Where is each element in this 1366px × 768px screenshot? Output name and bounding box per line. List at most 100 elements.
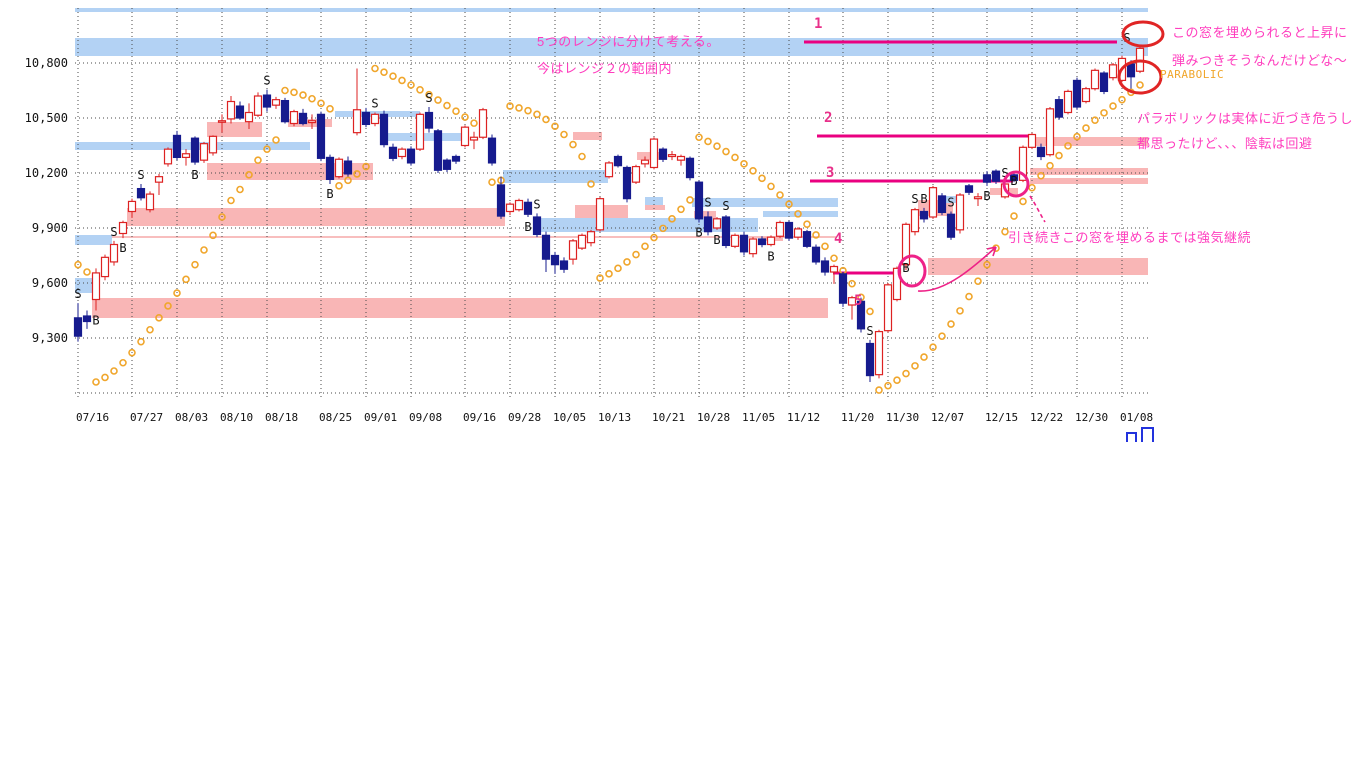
parabolic-sar-dot <box>911 362 919 370</box>
signal-marker-B: B <box>920 192 927 206</box>
bull-candle <box>181 153 191 159</box>
y-axis-label: 9,600 <box>32 276 68 290</box>
parabolic-sar-dot <box>767 182 775 191</box>
curve-arrowhead <box>986 246 997 257</box>
bull-candle <box>667 154 677 158</box>
signal-marker-B: B <box>524 220 531 234</box>
parabolic-sar-dot <box>677 205 685 214</box>
bear-candle <box>1126 63 1136 78</box>
x-axis-label: 12/22 <box>1030 411 1063 424</box>
parabolic-sar-dot <box>641 242 649 251</box>
window-large-rect <box>1141 427 1154 442</box>
parabolic-sar-dot <box>695 133 703 142</box>
parabolic-sar-dot <box>443 101 451 110</box>
parabolic-sar-dot <box>434 96 442 104</box>
bull-candle <box>271 99 281 106</box>
parabolic-sar-dot <box>380 68 388 76</box>
bear-candle <box>622 166 632 200</box>
parabolic-sar-dot <box>938 332 946 340</box>
signal-marker-S: S <box>1001 166 1008 180</box>
parabolic-sar-dot <box>299 91 307 99</box>
x-axis-label: 11/12 <box>787 411 820 424</box>
parabolic-sar-dot <box>569 140 577 149</box>
bull-candle <box>145 193 155 211</box>
parabolic-sar-dot <box>542 115 550 124</box>
bear-candle <box>262 94 272 108</box>
bull-candle <box>1108 64 1118 79</box>
parabolic-sar-dot <box>1136 81 1144 89</box>
pink-window-band <box>928 258 1148 275</box>
bear-candle <box>694 181 704 220</box>
pink-window-band <box>1030 137 1148 146</box>
window-note-line2: 弾みつきそうなんだけどな～ <box>1172 53 1348 68</box>
parabolic-sar-dot <box>1055 151 1063 160</box>
x-axis-label: 12/15 <box>985 411 1018 424</box>
bull-candle <box>901 223 911 266</box>
window-small-rect <box>1126 432 1137 442</box>
bear-candle <box>136 187 146 199</box>
parabolic-sar-dot <box>785 200 793 208</box>
parabolic-sar-dot <box>803 220 811 228</box>
parabolic-note-line1: パラボリックは実体に近づき危うし <box>1137 111 1354 126</box>
bull-candle <box>955 194 965 231</box>
bull-candle <box>154 176 164 183</box>
pink-window-band <box>1030 168 1148 175</box>
continue-note: 引き続きこの窓を埋めるまでは強気継続 <box>1008 230 1252 245</box>
parabolic-sar-dot <box>524 106 532 115</box>
y-axis-label: 9,300 <box>32 331 68 345</box>
bull-candle <box>334 158 344 178</box>
signal-marker-B: B <box>767 249 774 263</box>
bull-candle <box>712 218 722 229</box>
parabolic-sar-dot <box>1019 197 1027 206</box>
bear-candle <box>559 260 569 270</box>
signal-marker-S: S <box>263 74 270 88</box>
parabolic-sar-dot <box>119 358 127 367</box>
parabolic-sar-dot <box>902 369 910 378</box>
parabolic-sar-dot <box>92 378 100 386</box>
parabolic-sar-dot <box>794 210 802 218</box>
parabolic-sar-dot <box>290 88 298 97</box>
parabolic-sar-dot <box>344 176 352 185</box>
bull-candle <box>775 221 785 237</box>
bear-candle <box>1099 72 1109 93</box>
parabolic-sar-dot <box>614 264 622 273</box>
bull-candle <box>244 111 254 123</box>
parabolic-sar-dot <box>578 152 586 161</box>
parabolic-sar-dot <box>227 196 235 205</box>
window-note-line1: この窓を埋められると上昇に <box>1172 25 1348 40</box>
bear-candle <box>532 216 542 236</box>
parabolic-sar-dot <box>398 76 406 85</box>
x-axis-label: 09/16 <box>463 411 496 424</box>
x-axis-label: 08/03 <box>175 411 208 424</box>
bear-candle <box>496 184 506 217</box>
bear-candle <box>685 157 695 179</box>
parabolic-note-line2: 都思ったけど、、、陰転は回避 <box>1137 136 1313 151</box>
pink-window-band <box>694 211 716 218</box>
pink-window-band <box>1030 178 1148 184</box>
bull-candle <box>127 200 137 213</box>
bull-candle <box>892 267 902 301</box>
parabolic-sar-dot <box>146 325 154 334</box>
parabolic-sar-dot <box>317 99 325 108</box>
parabolic-sar-dot <box>452 107 460 116</box>
bear-candle <box>784 221 794 239</box>
x-axis-label: 11/05 <box>742 411 775 424</box>
bear-candle <box>1072 79 1082 108</box>
signal-marker-S: S <box>866 324 873 338</box>
hand-drawn-curve <box>1029 195 1046 223</box>
y-axis-label: 10,200 <box>25 166 68 180</box>
x-axis-label: 01/08 <box>1120 411 1153 424</box>
window-restore-icon[interactable] <box>1126 427 1154 442</box>
x-axis-label: 10/21 <box>652 411 685 424</box>
parabolic-sar-dot <box>1001 227 1009 236</box>
bear-candle <box>865 342 875 377</box>
parabolic-sar-dot <box>137 337 145 346</box>
parabolic-sar-dot <box>965 292 973 301</box>
x-axis-label: 10/05 <box>553 411 586 424</box>
range-number-4: 4 <box>834 231 843 247</box>
bull-candle <box>1045 108 1055 156</box>
parabolic-sar-dot <box>1082 124 1090 132</box>
bear-candle <box>433 130 443 171</box>
parabolic-sar-dot <box>326 105 334 113</box>
parabolic-sar-dot <box>821 242 829 251</box>
